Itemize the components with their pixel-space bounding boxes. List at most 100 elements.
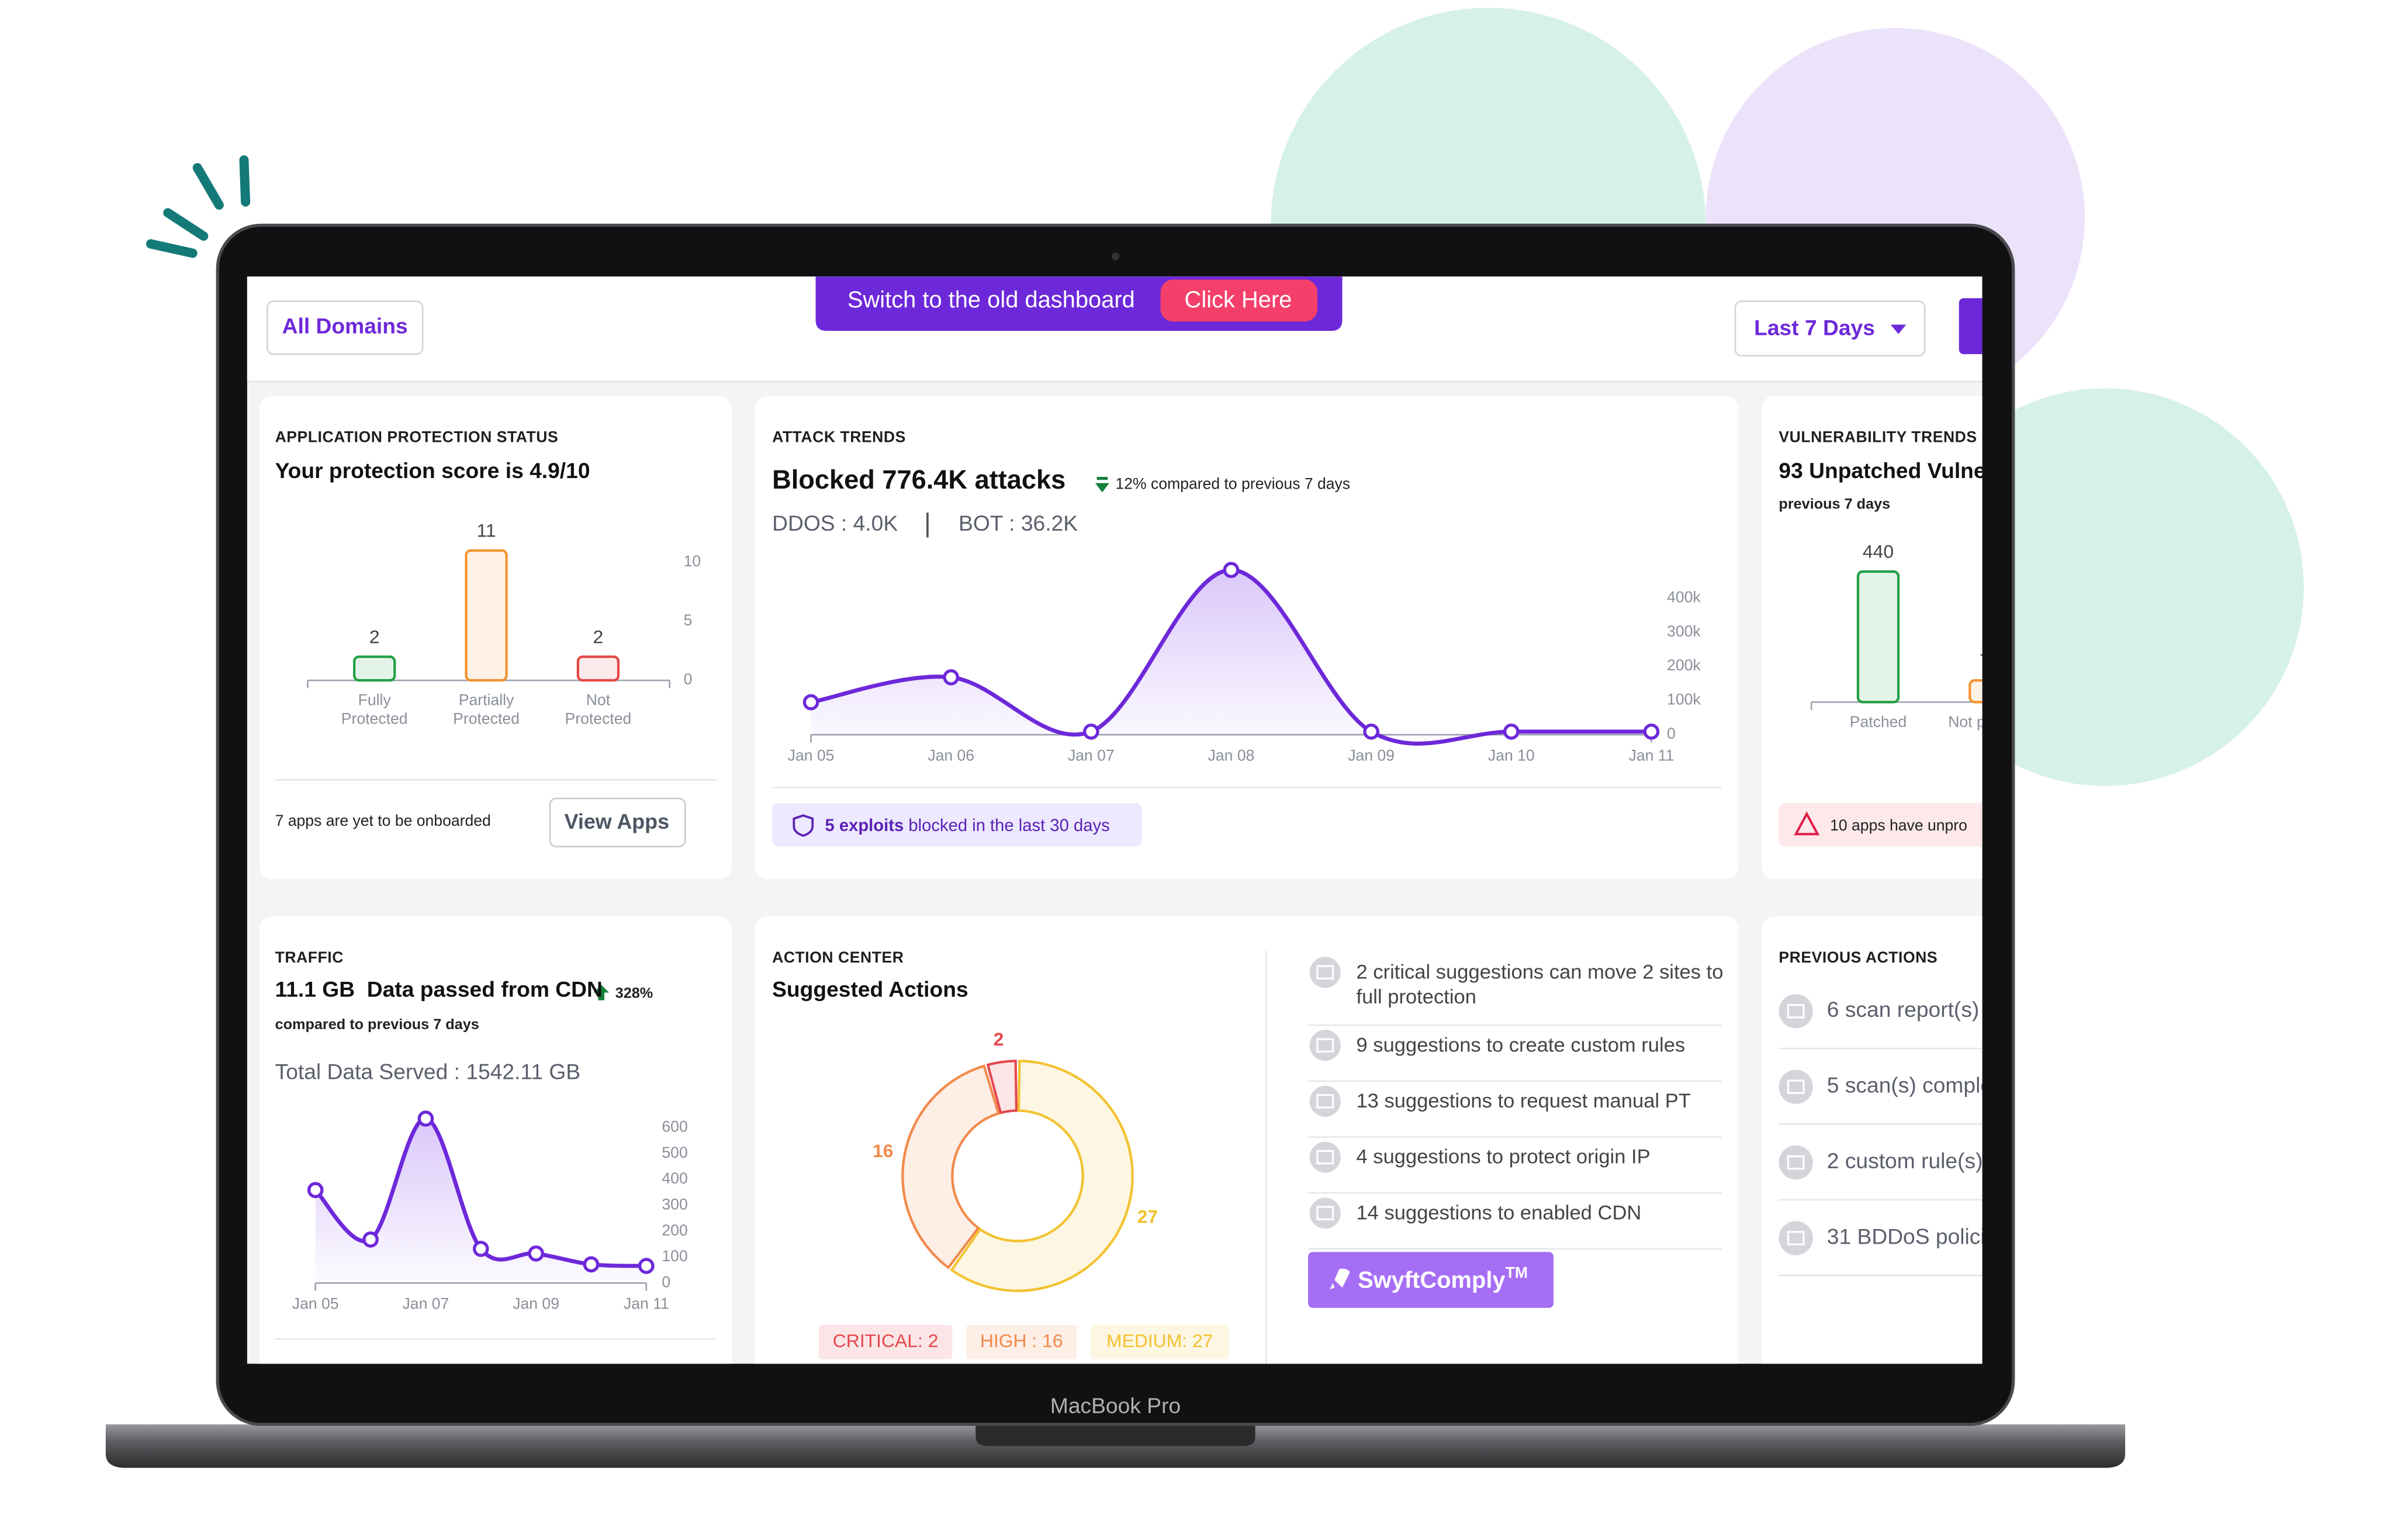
bar-value-label: 440 [1863, 541, 1894, 562]
button-sup: TM [1506, 1264, 1528, 1281]
x-tick-label: Jan 07 [403, 1295, 449, 1313]
bar [1968, 679, 1983, 704]
card-heading: TRAFFIC [275, 949, 344, 966]
y-tick-label: 300 [662, 1196, 687, 1213]
donut-segment [950, 1060, 1134, 1292]
swyftcomply-button[interactable] [1308, 1252, 1554, 1308]
suggestion-text: 4 suggestions to protect origin IP [1356, 1144, 1651, 1168]
action-item: 31 BDDoS policie [1827, 1224, 1998, 1248]
filter-label: All Domains [282, 314, 408, 338]
x-tick-label: Jan 09 [513, 1295, 559, 1313]
legend-label: CRITICAL: 2 [833, 1330, 939, 1351]
y-tick-label: 500 [662, 1144, 687, 1161]
suggestion-icon-glyph [1316, 1150, 1334, 1165]
rocket-icon [1330, 1268, 1350, 1290]
device-label: MacBook Pro [1050, 1393, 1181, 1418]
swyftcomply-label: SwyftComplyTM [1358, 1264, 1528, 1293]
y-tick-label: 0 [662, 1273, 670, 1290]
point [472, 1241, 489, 1257]
suggestion-icon [1309, 1197, 1341, 1229]
date-select[interactable] [1734, 300, 1926, 356]
ddos-count: DDOS : 4.0K [772, 511, 898, 535]
banner-button[interactable] [1160, 279, 1318, 322]
suggestion-text-box: 13 suggestions to request manual PT [1356, 1089, 1691, 1113]
point [307, 1182, 324, 1199]
bar [465, 549, 508, 682]
point [802, 694, 819, 711]
y-tick-label: 300k [1667, 622, 1701, 640]
down-arrow [1095, 476, 1109, 493]
action-icon-glyph [1787, 1079, 1805, 1094]
change-text: 328% [615, 985, 653, 1002]
y-tick-label: 200 [662, 1221, 687, 1239]
view-apps-button[interactable] [549, 797, 686, 847]
point [417, 1110, 434, 1127]
x-tick-label-box: Not Protected [565, 693, 632, 729]
y-tick-label: 400 [662, 1169, 687, 1187]
exploits-detail: blocked in the last 30 days [908, 816, 1109, 835]
x-tick-label: Jan 08 [1208, 746, 1255, 764]
suggestion-icon [1309, 957, 1341, 988]
suggestion-text-box: 9 suggestions to create custom rules [1356, 1033, 1686, 1057]
legend-chip [1090, 1325, 1229, 1359]
card-title: Blocked 776.4K attacks [772, 465, 1065, 494]
x-tick-label: Not Protected [565, 693, 632, 729]
suggestion-icon-glyph [1316, 1038, 1334, 1053]
donut-value-label: 16 [873, 1140, 893, 1161]
alert-text: 10 apps have unpro [1830, 816, 1967, 834]
action-item: 2 custom rule(s) [1827, 1148, 1983, 1173]
exploits-count: 5 exploits [825, 816, 904, 835]
bar-value-label: 11 [477, 520, 496, 541]
suggestion-icon-glyph [1316, 1094, 1334, 1109]
point [943, 669, 960, 686]
bar [1856, 570, 1900, 704]
x-tick-label: Jan 05 [292, 1295, 339, 1313]
donut-value-label: 2 [994, 1029, 1004, 1050]
button-text: SwyftComply [1358, 1267, 1505, 1293]
suggestion-icon-glyph [1316, 1206, 1334, 1221]
point [1363, 724, 1379, 740]
action-icon [1779, 994, 1813, 1029]
y-tick-label: 100 [662, 1247, 687, 1265]
spark-lines [146, 155, 251, 258]
suggestion-text: 9 suggestions to create custom rules [1356, 1033, 1686, 1057]
point [638, 1258, 655, 1274]
warning-icon [1794, 811, 1820, 836]
card-title: Your protection score is 4.9/10 [275, 458, 590, 483]
x-tick-label: Jan 10 [1488, 746, 1535, 764]
exploits-chip [772, 803, 1142, 847]
action-icon [1779, 1069, 1813, 1104]
bar-value-label: 2 [593, 626, 604, 647]
action-icon-glyph [1787, 1231, 1805, 1245]
suggestion-icon [1309, 1141, 1341, 1173]
action-button[interactable] [1959, 298, 1990, 354]
suggestion-text-box: 2 critical suggestions can move 2 sites … [1356, 960, 1724, 1008]
card-heading: VULNERABILITY TRENDS [1779, 428, 1977, 446]
x-tick-label: Jan 09 [1348, 746, 1395, 764]
alert-chip [1779, 803, 1983, 847]
x-tick-label: Not patched [1948, 714, 1982, 732]
filter-button[interactable] [266, 300, 424, 355]
bot-count: BOT : 36.2K [959, 511, 1078, 535]
onboard-text: 7 apps are yet to be onboarded [275, 812, 491, 829]
card-title: 11.1 GB Data passed from CDN [275, 977, 603, 1002]
x-tick-label: Patched [1849, 714, 1907, 732]
card-title: Suggested Actions [772, 977, 968, 1002]
bar [353, 655, 396, 682]
point [1503, 724, 1520, 740]
bar [576, 655, 620, 682]
x-tick-label: Jan 05 [788, 746, 835, 764]
up-arrow [593, 985, 610, 1001]
date-range: Last 7 Days [1754, 315, 1875, 340]
suggestion-text: 2 critical suggestions can move 2 sites … [1356, 960, 1724, 1008]
action-icon-glyph [1787, 1155, 1805, 1170]
legend-label: MEDIUM: 27 [1106, 1330, 1213, 1351]
suggestion-text: 13 suggestions to request manual PT [1356, 1089, 1691, 1113]
x-tick-label: Jan 06 [928, 746, 974, 764]
caret [1890, 324, 1907, 334]
x-tick-label: Jan 07 [1068, 746, 1115, 764]
x-tick-label-box: Patched [1849, 714, 1907, 732]
suggestion-icon [1309, 1085, 1341, 1117]
